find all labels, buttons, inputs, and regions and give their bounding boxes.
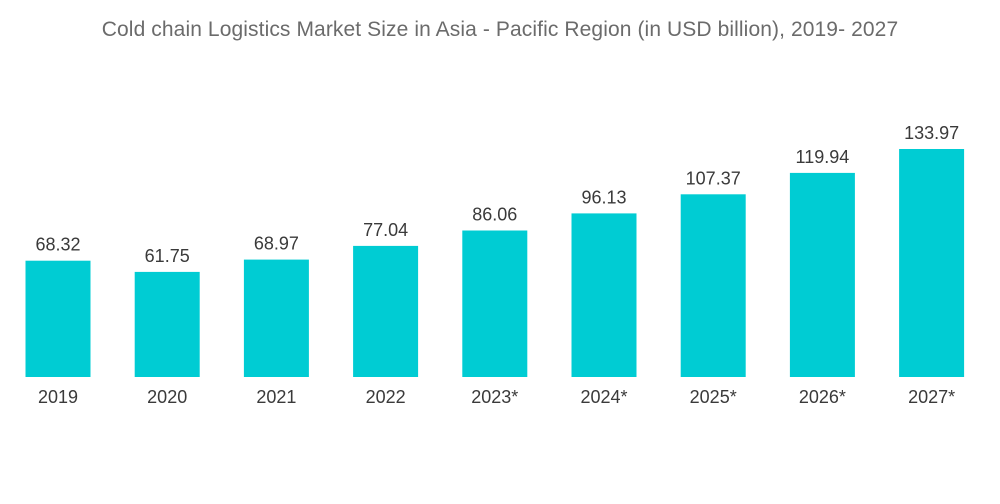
x-tick-label: 2024*: [580, 387, 627, 407]
bar-2023-forecast: [462, 230, 528, 377]
x-tick-label: 2027*: [908, 387, 955, 407]
x-tick-label: 2022: [366, 387, 406, 407]
bar-2019: [25, 260, 91, 377]
bar-2021: [243, 259, 309, 377]
bar-2026-forecast: [789, 172, 855, 377]
x-tick-label: 2021: [256, 387, 296, 407]
bar-2022: [353, 245, 419, 377]
chart-title: Cold chain Logistics Market Size in Asia…: [101, 18, 899, 41]
value-label: 86.06: [472, 205, 517, 225]
bar-2024-forecast: [571, 213, 637, 377]
value-label: 68.32: [35, 235, 80, 255]
x-tick-label: 2020: [147, 387, 187, 407]
value-label: 119.94: [796, 147, 850, 167]
bar-2025-forecast: [680, 194, 746, 377]
bar-2020: [134, 271, 200, 377]
x-tick-label: 2026*: [799, 387, 846, 407]
value-label: 77.04: [363, 220, 408, 240]
bar-2027-forecast: [899, 149, 965, 377]
x-tick-label: 2023*: [471, 387, 518, 407]
x-tick-label: 2019: [38, 387, 78, 407]
value-label: 107.37: [686, 168, 741, 188]
value-label: 96.13: [581, 187, 626, 207]
x-axis-tick-labels: 2019 2020 2021 2022 2023* 2024* 2025* 2026* 2027…: [38, 387, 955, 407]
x-tick-label: 2025*: [690, 387, 737, 407]
bars-group: [25, 149, 965, 377]
value-label: 68.97: [254, 234, 299, 254]
value-label: 61.75: [145, 246, 190, 266]
value-labels-group: 68.32 61.75 68.97 77.04 86.06 96.13 107.37 119.…: [35, 123, 959, 266]
value-label: 133.97: [904, 123, 959, 143]
